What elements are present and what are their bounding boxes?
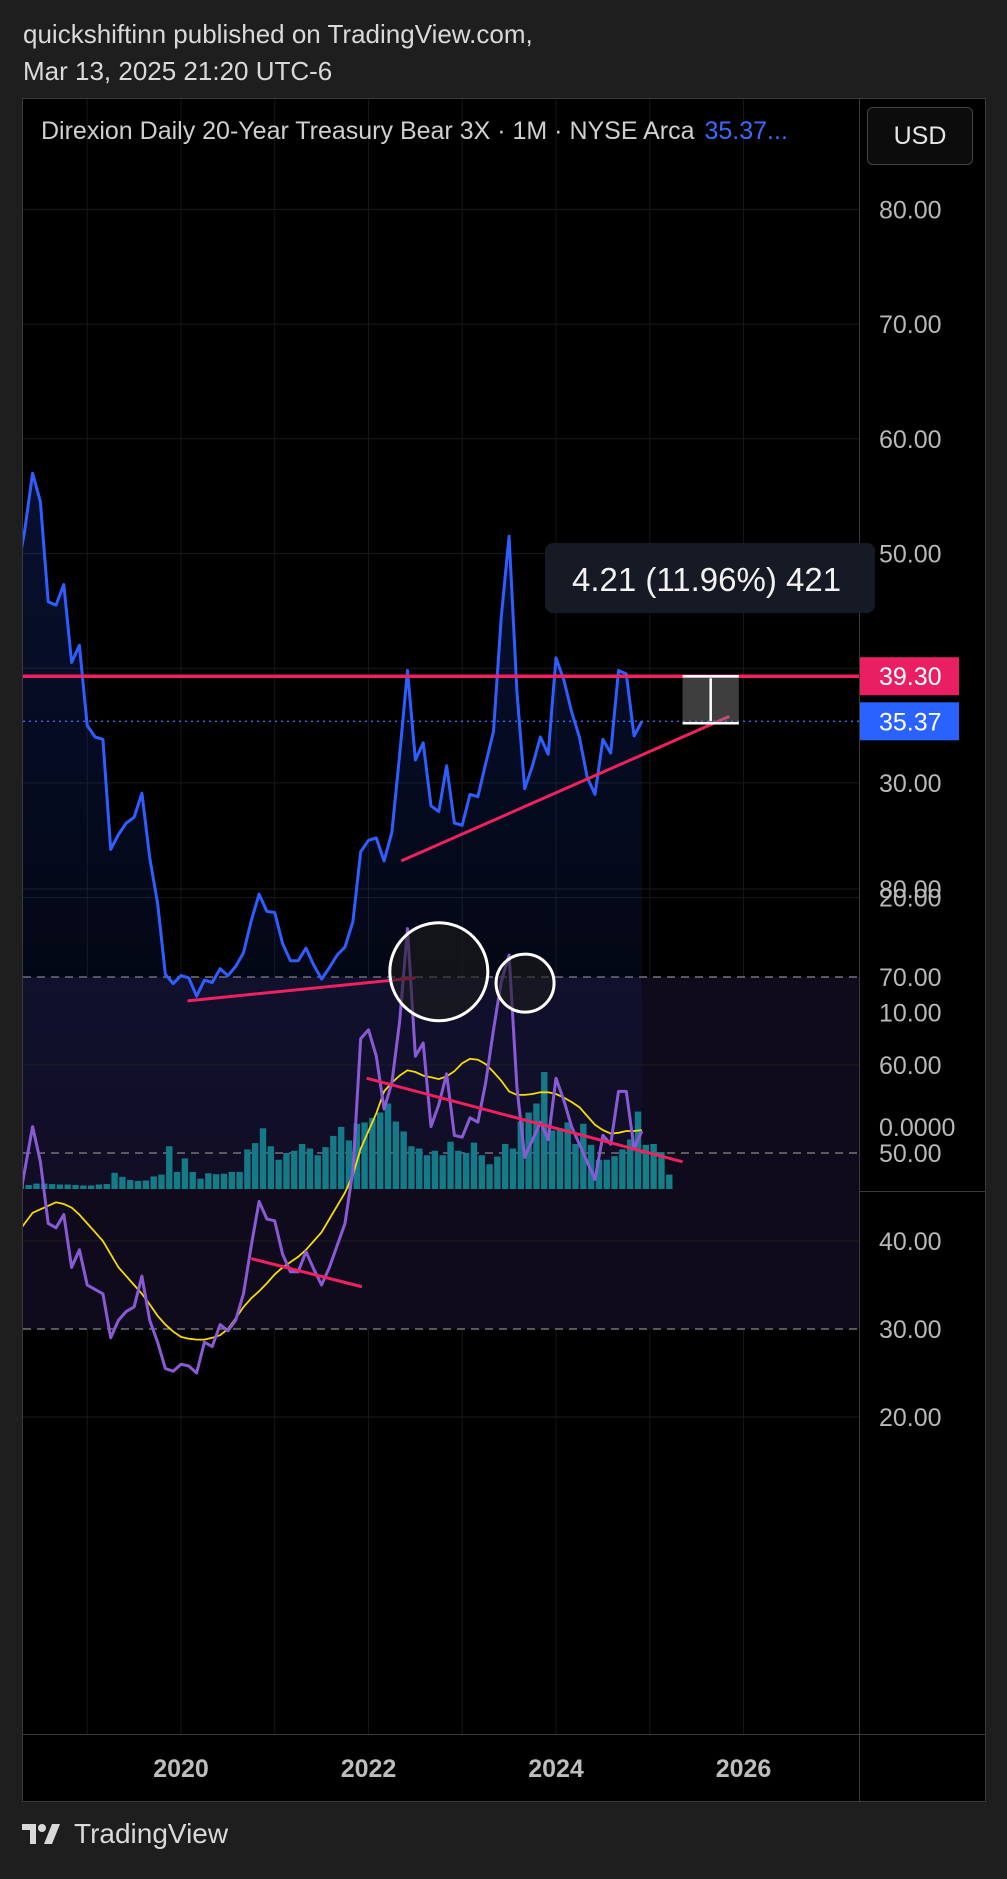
- symbol-title: Direxion Daily 20-Year Treasury Bear 3X …: [41, 117, 695, 145]
- rsi-axis-tick-label: 80.00: [879, 876, 942, 904]
- footer-brand[interactable]: TradingView: [22, 1818, 228, 1850]
- price-axis-tick-label: 20.00: [879, 885, 942, 913]
- rsi-peak-circle[interactable]: [388, 921, 490, 1023]
- rsi-axis-tick-label: 30.00: [879, 1316, 942, 1344]
- price-axis-tick-label: 0.0000: [879, 1114, 955, 1142]
- publish-date: Mar 13, 2025 21:20 UTC-6: [23, 56, 333, 86]
- time-axis-tick-label: 2020: [153, 1755, 209, 1783]
- price-line: [23, 471, 644, 998]
- measure-label-box: [545, 543, 875, 613]
- rsi-line: [23, 927, 644, 1375]
- price-axis-tick-label: 30.00: [879, 770, 942, 798]
- price-area-fill: [23, 473, 642, 1189]
- volume-bar: [658, 1152, 665, 1189]
- price-axis-tick-label: 70.00: [879, 311, 942, 339]
- axis-layer[interactable]: 80.00 70.00 60.00 50.00 40.00 30.00 20.00 10.00…: [153, 196, 959, 1783]
- rsi-moving-average-line: [23, 1057, 643, 1341]
- rsi-layer: [23, 927, 644, 1375]
- time-axis-border: [23, 1734, 985, 1735]
- legend-price: 35.37...: [704, 117, 788, 145]
- current-price-tag-background: [860, 702, 959, 741]
- footer-brand-label: TradingView: [74, 1818, 229, 1849]
- price-axis-tick-label: 60.00: [879, 426, 942, 454]
- price-axis-tick-label: 80.00: [879, 196, 942, 224]
- rsi-axis-tick-label: 40.00: [879, 1228, 942, 1256]
- publish-info: quickshiftinn published on TradingView.c…: [23, 16, 533, 90]
- currency-button[interactable]: USD: [867, 107, 973, 165]
- chart-canvas[interactable]: 4.21 (11.96%) 421 80.00 70.00 60.00 50.00 40…: [23, 99, 985, 1801]
- resistance-price-tag-background: [860, 657, 959, 696]
- price-axis-tick-label: 50.00: [879, 541, 942, 569]
- rsi-axis-tick-label: 70.00: [879, 964, 942, 992]
- rsi-axis-tick-label: 20.00: [879, 1404, 942, 1432]
- chart-frame[interactable]: 4.21 (11.96%) 421 80.00 70.00 60.00 50.00 40…: [22, 98, 986, 1802]
- resistance-price-tag: 39.30: [879, 663, 942, 691]
- volume-bar: [642, 1144, 650, 1189]
- lower-support-trendline[interactable]: [187, 976, 416, 1003]
- rsi-axis-tick-label: 50.00: [879, 1140, 942, 1168]
- rsi-axis-tick-label: 60.00: [879, 1052, 942, 1080]
- time-axis-tick-label: 2026: [716, 1755, 772, 1783]
- volume-bar: [666, 1174, 673, 1189]
- price-axis-tick-label: 10.00: [879, 999, 942, 1027]
- volume-bar: [650, 1144, 657, 1189]
- rising-support-trendline[interactable]: [400, 715, 731, 863]
- time-axis-tick-label: 2022: [341, 1755, 397, 1783]
- price-axis-border: [859, 99, 860, 1801]
- time-axis-tick-label: 2024: [528, 1755, 584, 1783]
- drawing-layer[interactable]: 4.21 (11.96%) 421: [23, 543, 875, 1289]
- rsi-peak-circle[interactable]: [494, 952, 556, 1014]
- tradingview-logo-icon: [22, 1824, 60, 1844]
- measure-label: 4.21 (11.96%) 421: [572, 561, 841, 598]
- symbol-legend[interactable]: Direxion Daily 20-Year Treasury Bear 3X …: [41, 117, 788, 146]
- publisher-line: quickshiftinn published on TradingView.c…: [23, 19, 533, 49]
- current-price-tag: 35.37: [879, 708, 942, 736]
- rsi-lower-trendline[interactable]: [250, 1257, 363, 1289]
- price-layer: [23, 471, 644, 1189]
- rsi-descending-trendline[interactable]: [366, 1076, 683, 1164]
